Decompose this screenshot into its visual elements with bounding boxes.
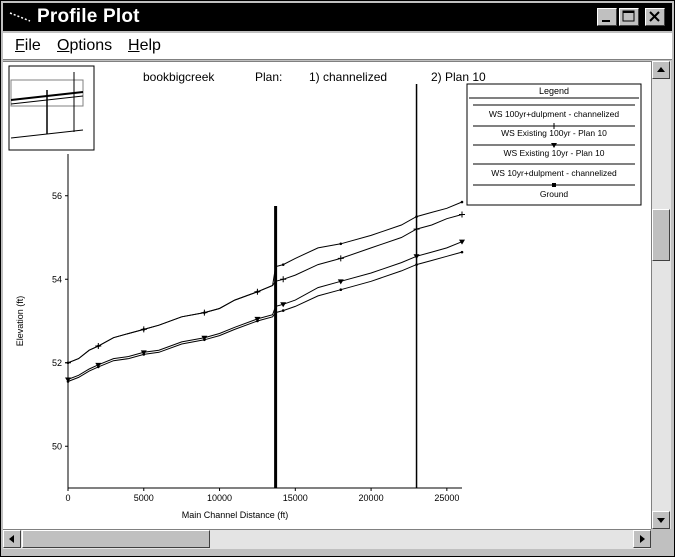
plus-marker bbox=[459, 211, 465, 218]
river-name: bookbigcreek bbox=[143, 70, 215, 84]
point-marker bbox=[97, 365, 100, 369]
plus-marker-icon bbox=[551, 123, 557, 129]
plus-marker bbox=[201, 309, 208, 316]
plus-marker bbox=[337, 255, 344, 262]
x-axis-label: Main Channel Distance (ft) bbox=[182, 510, 289, 520]
point-marker bbox=[415, 215, 418, 218]
triangle-marker bbox=[254, 316, 261, 322]
point-marker bbox=[460, 200, 464, 204]
menu-file[interactable]: File bbox=[15, 37, 41, 54]
arrow-right-icon bbox=[640, 535, 645, 543]
square-marker-icon bbox=[552, 183, 556, 187]
legend-entry-3: WS Existing 10yr - Plan 10 bbox=[503, 148, 604, 158]
series-line-1 bbox=[67, 201, 463, 364]
legend-entry-4: WS 10yr+dulpment - channelized bbox=[491, 168, 617, 178]
x-tick-label: 0 bbox=[65, 493, 70, 503]
plus-marker bbox=[65, 359, 71, 366]
legend-entry-5: Ground bbox=[540, 189, 569, 199]
x-tick-label: 10000 bbox=[207, 493, 232, 503]
plus-marker bbox=[140, 326, 147, 333]
plan-label: Plan: bbox=[255, 70, 282, 84]
point-marker bbox=[339, 242, 343, 246]
point-marker bbox=[460, 250, 464, 254]
plan-1-label: 1) channelized bbox=[309, 70, 387, 84]
scroll-up-button[interactable] bbox=[652, 61, 670, 79]
triangle-marker bbox=[201, 335, 208, 341]
y-tick-label: 54 bbox=[52, 274, 62, 284]
vertical-scrollbar[interactable] bbox=[651, 61, 671, 529]
y-tick-label: 50 bbox=[52, 441, 62, 451]
menu-bar: File Options Help bbox=[3, 33, 672, 60]
y-ticks: 50 52 54 56 bbox=[52, 191, 68, 451]
x-ticks: 0 5000 10000 15000 20000 25000 bbox=[65, 488, 459, 503]
point-marker bbox=[256, 319, 259, 323]
overview-thumbnail[interactable] bbox=[8, 65, 95, 151]
point-marker bbox=[415, 263, 418, 266]
menu-help[interactable]: Help bbox=[128, 37, 161, 54]
triangle-marker bbox=[280, 302, 287, 308]
arrow-up-icon bbox=[657, 67, 665, 72]
maximize-button[interactable] bbox=[619, 8, 639, 26]
point-marker bbox=[203, 338, 206, 342]
profile-plot-icon bbox=[9, 12, 31, 22]
x-tick-label: 20000 bbox=[359, 493, 384, 503]
plus-marker bbox=[413, 226, 420, 233]
y-axis-label: Elevation (ft) bbox=[15, 296, 25, 347]
plus-marker bbox=[95, 343, 102, 350]
triangle-marker bbox=[413, 254, 420, 260]
close-icon bbox=[649, 11, 660, 22]
triangle-marker bbox=[65, 377, 71, 383]
plus-marker bbox=[254, 288, 261, 295]
triangle-marker bbox=[140, 350, 147, 356]
series-line-2 bbox=[67, 214, 463, 364]
close-button[interactable] bbox=[645, 8, 665, 26]
arrow-left-icon bbox=[9, 535, 14, 543]
legend-entry-1: WS 100yr+dulpment - channelized bbox=[489, 109, 619, 119]
horizontal-scrollbar[interactable] bbox=[3, 529, 651, 549]
window-title: Profile Plot bbox=[37, 6, 140, 27]
y-tick-label: 52 bbox=[52, 358, 62, 368]
size-grip[interactable] bbox=[651, 529, 672, 550]
point-marker bbox=[142, 353, 146, 356]
arrow-down-icon bbox=[657, 518, 665, 523]
point-marker bbox=[281, 263, 285, 266]
x-tick-label: 25000 bbox=[434, 493, 459, 503]
horizontal-scroll-thumb[interactable] bbox=[22, 530, 210, 548]
scroll-left-button[interactable] bbox=[3, 530, 21, 548]
triangle-marker bbox=[337, 279, 344, 285]
triangle-marker bbox=[95, 362, 102, 368]
minimize-icon bbox=[602, 20, 610, 22]
legend-title: Legend bbox=[539, 86, 569, 96]
menu-options[interactable]: Options bbox=[57, 37, 113, 54]
x-tick-label: 5000 bbox=[134, 493, 154, 503]
point-marker bbox=[281, 309, 285, 312]
legend-entry-2: WS Existing 100yr - Plan 10 bbox=[501, 128, 607, 138]
maximize-icon bbox=[622, 10, 635, 22]
plan-2-label: 2) Plan 10 bbox=[431, 70, 486, 84]
point-marker bbox=[339, 288, 343, 291]
y-tick-label: 56 bbox=[52, 191, 62, 201]
vertical-scroll-thumb[interactable] bbox=[652, 209, 670, 261]
legend[interactable]: Legend WS 100yr+dulpment - channelized W… bbox=[466, 83, 642, 206]
triangle-marker bbox=[459, 239, 465, 245]
scroll-down-button[interactable] bbox=[652, 511, 670, 529]
minimize-button[interactable] bbox=[597, 8, 617, 26]
point-marker bbox=[66, 380, 70, 383]
profile-chart: bookbigcreek Plan: 1) channelized 2) Pla… bbox=[8, 65, 642, 520]
series-group bbox=[65, 200, 465, 383]
x-tick-label: 15000 bbox=[283, 493, 308, 503]
scroll-right-button[interactable] bbox=[633, 530, 651, 548]
bridge-lines bbox=[274, 84, 418, 488]
triangle-marker-icon bbox=[551, 143, 557, 148]
title-bar[interactable]: Profile Plot bbox=[3, 3, 672, 31]
plot-area[interactable]: bookbigcreek Plan: 1) channelized 2) Pla… bbox=[3, 61, 651, 530]
plus-marker bbox=[280, 276, 287, 283]
